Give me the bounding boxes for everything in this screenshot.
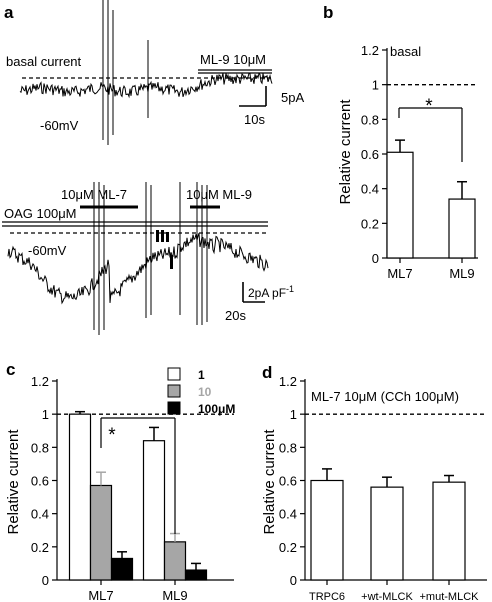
- chart-d: 0 0.2 0.4 0.6 0.8 1 1.2 TRPC6 +wt-MLCK +mut-MLCK: [279, 374, 487, 602]
- b-y-tick-label: 0.4: [361, 182, 379, 197]
- panel-c-ylabel: Relative current: [5, 429, 22, 535]
- legend-label-10: 10: [198, 385, 212, 399]
- c-y-tick-label: 1: [42, 407, 49, 422]
- panel-b-annotation: basal: [390, 44, 421, 59]
- panel-d-ylabel: Relative current: [261, 429, 278, 535]
- scale-y-unit: 2pA pF: [248, 286, 286, 300]
- b-category-label: ML9: [449, 266, 474, 281]
- d-bar: [432, 481, 466, 581]
- voltage-label-bottom: -60mV: [28, 243, 67, 258]
- b-y-tick-label: 1: [372, 78, 379, 93]
- legend-label-1: 1: [198, 368, 205, 382]
- d-y-tick-label: 0.6: [279, 474, 297, 489]
- c-y-tick-label: 0.4: [31, 507, 49, 522]
- c-y-tick-label: 0: [42, 573, 49, 588]
- d-y-tick-label: 0.2: [279, 540, 297, 555]
- c-bar: [68, 413, 92, 581]
- step-artifact-4: [170, 255, 173, 269]
- current-trace-top: [19, 72, 273, 99]
- step-artifact-1: [156, 230, 159, 242]
- c-bar: [163, 541, 187, 581]
- d-y-tick-label: 0.8: [279, 440, 297, 455]
- b-y-tick-label: 1.2: [361, 43, 379, 58]
- legend-swatch-10: [167, 384, 181, 398]
- step-artifact-3: [166, 232, 169, 242]
- ml9-bottom-label: 10μM ML-9: [186, 187, 252, 202]
- c-bar: [142, 440, 166, 581]
- oag-label: OAG 100μM: [4, 206, 77, 221]
- d-y-tick-label: 1: [290, 407, 297, 422]
- d-y-tick-label: 1.2: [279, 374, 297, 389]
- legend-c: 1 10 100μM: [167, 367, 235, 416]
- chart-b: 0 0.2 0.4 0.6 0.8 1 1.2 ML7 ML9: [361, 43, 478, 281]
- d-category-label: +mut-MLCK: [420, 591, 480, 602]
- ml9-top-label: ML-9 10μM: [200, 52, 266, 67]
- voltage-label-top: -60mV: [40, 118, 79, 133]
- b-bar: [448, 198, 476, 259]
- sig-star-b: *: [425, 96, 433, 117]
- step-artifact-2: [161, 230, 164, 242]
- b-bar: [386, 151, 414, 259]
- d-category-label: +wt-MLCK: [361, 591, 413, 602]
- d-y-tick-label: 0.4: [279, 507, 297, 522]
- d-bar: [370, 486, 404, 581]
- b-y-tick-label: 0.2: [361, 216, 379, 231]
- d-bar: [310, 479, 344, 581]
- c-y-tick-label: 0.2: [31, 540, 49, 555]
- panel-c-letter: c: [6, 360, 15, 379]
- c-bar: [184, 569, 208, 581]
- legend-swatch-1: [167, 367, 181, 381]
- panel-a-letter: a: [4, 3, 14, 22]
- panel-b-letter: b: [323, 3, 333, 22]
- panel-d-annotation: ML-7 10μM (CCh 100μM): [311, 389, 459, 404]
- scale-y-label-top: 5pA: [281, 90, 304, 105]
- panel-c: c Relative current 0 0.2 0.4 0.6 0.8 1 1.2 ML7 M…: [5, 360, 235, 602]
- panel-b-ylabel: Relative current: [337, 99, 354, 205]
- c-y-tick-label: 1.2: [31, 374, 49, 389]
- scale-x-label-top: 10s: [244, 112, 265, 127]
- legend-swatch-100: [167, 401, 181, 415]
- b-category-label: ML7: [387, 266, 412, 281]
- b-y-tick-label: 0.6: [361, 147, 379, 162]
- trace-bottom: 10μM ML-7 10μM ML-9 OAG 100μM -60mV: [2, 182, 294, 335]
- panel-d-letter: d: [262, 363, 272, 382]
- scale-y-superscript: -1: [286, 284, 294, 294]
- c-category-label: ML7: [88, 588, 113, 602]
- c-y-tick-label: 0.8: [31, 440, 49, 455]
- b-y-tick-label: 0: [372, 251, 379, 266]
- chart-c: 0 0.2 0.4 0.6 0.8 1 1.2 ML7 ML9: [31, 374, 234, 602]
- panel-a: a basal current ML-9 10μM -60mV 5pA 10s …: [2, 0, 304, 335]
- c-y-tick-label: 0.6: [31, 474, 49, 489]
- b-y-tick-label: 0.8: [361, 112, 379, 127]
- c-bar: [110, 557, 134, 581]
- trace-top: basal current ML-9 10μM -60mV 5pA 10s: [6, 0, 304, 145]
- c-bar: [89, 484, 113, 581]
- panel-b: b basal Relative current 0 0.2 0.4 0.6 0.8 1 1…: [323, 3, 478, 281]
- d-y-tick-label: 0: [290, 573, 297, 588]
- c-category-label: ML9: [162, 588, 187, 602]
- basal-current-label: basal current: [6, 54, 82, 69]
- scale-y-label-bottom: 2pA pF-1: [248, 284, 294, 300]
- current-trace-bottom: [7, 233, 269, 305]
- sig-star-c: *: [108, 425, 116, 446]
- legend-label-100: 100μM: [198, 402, 235, 416]
- scale-x-label-bottom: 20s: [225, 308, 246, 323]
- d-category-label: TRPC6: [309, 591, 345, 602]
- panel-d: d ML-7 10μM (CCh 100μM) Relative current…: [261, 363, 487, 602]
